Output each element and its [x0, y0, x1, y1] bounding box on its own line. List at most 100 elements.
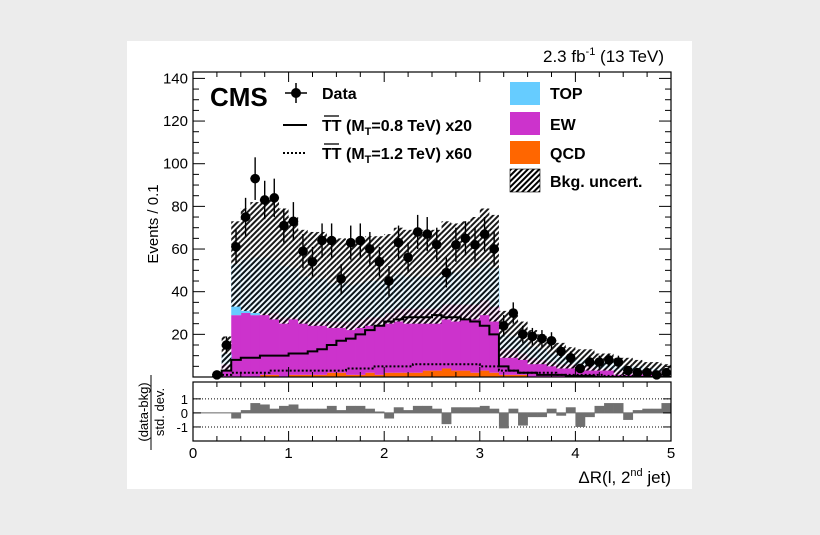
data-point	[336, 274, 346, 284]
bar-ew	[298, 319, 309, 375]
x-tick-label: 5	[667, 445, 675, 462]
legend-uncert-swatch	[509, 168, 541, 193]
bar-ew	[546, 362, 557, 377]
signal-curves	[212, 314, 671, 377]
ratio-bar	[259, 404, 270, 413]
ratio-bar	[451, 407, 461, 413]
ratio-bar	[575, 412, 586, 427]
bar-qcd	[393, 372, 404, 377]
bar-ew	[279, 317, 289, 377]
bar-ew	[489, 306, 500, 373]
bar-ew	[412, 308, 423, 373]
data-point	[527, 331, 538, 342]
ratio-bar	[384, 412, 395, 419]
bar-ew	[336, 321, 347, 373]
bar-qcd	[298, 374, 309, 377]
bar-ew	[250, 315, 261, 377]
bar-ew	[498, 349, 509, 375]
data-point	[651, 370, 662, 380]
data-point	[537, 333, 547, 344]
bar-ew	[470, 304, 481, 373]
x-tick-label: 3	[476, 445, 484, 462]
legend: Data TT (MT=0.8 TeV) x20 TT (MT=1.2 TeV)…	[283, 82, 642, 193]
data-point	[259, 195, 270, 205]
y-tick-label: 80	[171, 198, 188, 215]
legend-top-swatch	[510, 82, 540, 105]
bar-ew	[565, 364, 576, 377]
data-point	[632, 367, 643, 378]
x-tick-label: 4	[571, 445, 579, 462]
data-point	[374, 257, 385, 267]
bar-qcd	[317, 374, 328, 377]
legend-top-label: TOP	[550, 86, 583, 103]
bar-ew	[307, 321, 318, 375]
legend-item-top: TOP	[510, 82, 583, 105]
bar-qcd	[518, 374, 528, 377]
data-point	[489, 244, 499, 254]
bar-ew	[355, 319, 366, 375]
bar-qcd	[470, 372, 481, 377]
ratio-bar	[298, 408, 309, 413]
ratio-bar	[460, 407, 471, 413]
ratio-bar	[527, 412, 538, 418]
uncertainty-bin	[298, 229, 308, 324]
ratio-bar	[412, 405, 423, 413]
x-tick-label: 2	[380, 445, 388, 462]
bar-ew	[441, 304, 452, 369]
ratio-bar	[651, 408, 662, 413]
bar-qcd	[374, 374, 385, 377]
uncertainty-bin	[470, 217, 480, 320]
ratio-bar	[546, 408, 557, 413]
data-point	[584, 357, 595, 367]
bar-qcd	[460, 370, 471, 377]
ratio-bar	[489, 408, 500, 413]
bar-ew	[584, 366, 595, 377]
bar-ew	[479, 300, 490, 371]
legend-item-uncert: Bkg. uncert.	[509, 168, 642, 193]
y-tick-label: 40	[171, 284, 188, 301]
ratio-y-label-bottom: std. dev.	[152, 388, 167, 436]
data-point	[269, 193, 280, 203]
ratio-bar	[508, 408, 519, 413]
data-point	[412, 227, 423, 237]
legend-item-signal-08: TT (MT=0.8 TeV) x20	[283, 115, 472, 138]
ratio-y-tick-label: 0	[181, 406, 188, 421]
ratio-bar	[317, 408, 328, 413]
uncertainty-bin	[250, 202, 260, 314]
y-tick-label: 60	[171, 241, 188, 258]
ratio-bar	[279, 405, 289, 413]
ratio-bar	[326, 405, 337, 413]
ratio-bar	[565, 407, 576, 413]
uncertainty-bin	[288, 217, 299, 320]
ratio-bar	[374, 411, 385, 413]
ratio-bar	[498, 412, 509, 429]
uncertainty-bin	[269, 199, 280, 320]
bar-ew	[556, 364, 567, 377]
legend-data-marker	[291, 88, 301, 98]
uncertainty-bin	[259, 199, 270, 316]
ratio-bar	[642, 408, 653, 413]
data-point	[661, 367, 672, 378]
bar-ew	[288, 317, 299, 375]
data-point	[355, 235, 366, 246]
data-point	[279, 220, 289, 231]
bar-ew	[317, 321, 328, 375]
uncertainty-bin	[403, 229, 413, 324]
legend-data-label: Data	[322, 86, 357, 103]
uncertainty-bin	[393, 227, 404, 322]
ratio-bars	[231, 403, 671, 429]
main-y-label: Events / 0.1	[145, 184, 162, 263]
luminosity-label: 2.3 fb-1 (13 TeV)	[543, 46, 664, 66]
bar-ew	[240, 313, 251, 377]
bar-ew	[374, 317, 385, 375]
bar-ew	[231, 315, 242, 377]
data-point	[546, 335, 557, 346]
bar-ew	[460, 304, 471, 371]
bar-qcd	[269, 374, 280, 377]
ratio-bar	[432, 408, 442, 413]
data-point	[594, 357, 605, 367]
data-point	[307, 257, 318, 267]
data-point	[393, 237, 404, 248]
data-point	[298, 246, 308, 256]
